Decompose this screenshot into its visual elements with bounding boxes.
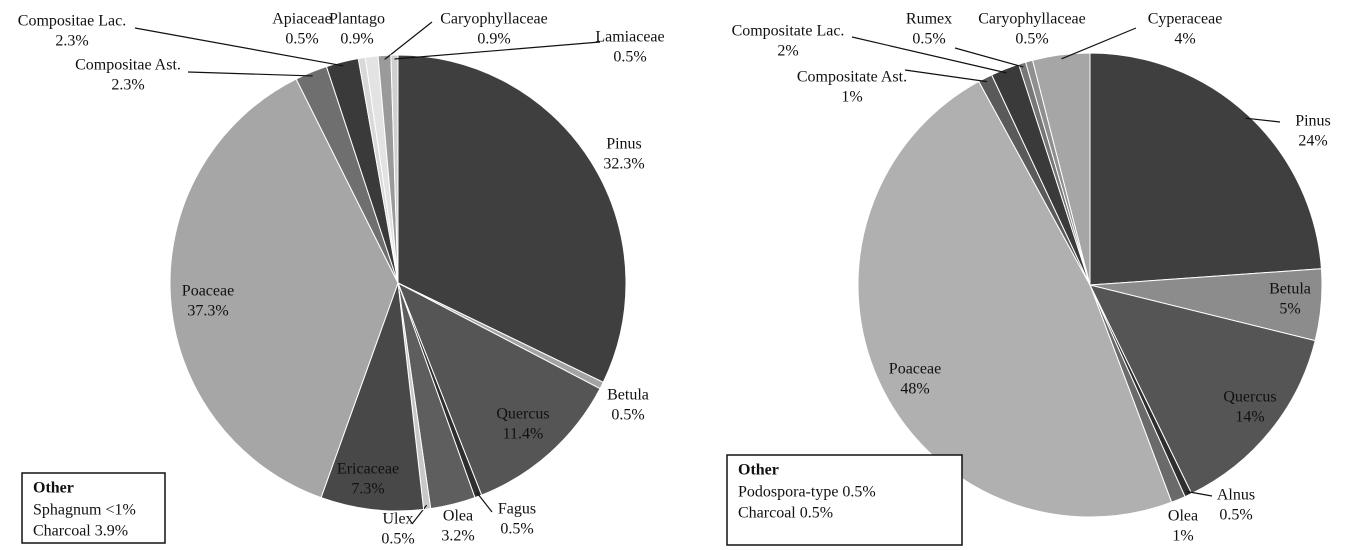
slice-label: Compositate Lac.	[732, 23, 845, 40]
slice-value-label: 11.4%	[503, 426, 544, 443]
slice-value-label: 37.3%	[187, 303, 228, 320]
leader-line	[1245, 117, 1281, 123]
slice-label: Poaceae	[182, 283, 234, 300]
leader-line	[187, 71, 313, 77]
slice-value-label: 3.2%	[441, 528, 474, 545]
slice-value-label: 0.5%	[285, 31, 318, 48]
other-box	[21, 472, 166, 544]
slice-value-label: 0.9%	[340, 31, 373, 48]
slice-label: Pinus	[1295, 113, 1331, 130]
slice-value-label: 0.5%	[613, 49, 646, 66]
leader-line	[904, 69, 988, 83]
leader-line	[134, 27, 344, 67]
slice-value-label: 0.5%	[1015, 31, 1048, 48]
slice-label: Olea	[443, 508, 473, 525]
slice-value-label: 2%	[777, 43, 798, 60]
other-line: Charcoal 0.5%	[738, 505, 833, 522]
pie-slice	[169, 78, 399, 499]
leader-line	[476, 492, 493, 513]
other-line: Sphagnum <1%	[33, 502, 136, 519]
slice-value-label: 0.5%	[500, 521, 533, 538]
slice-value-label: 24%	[1298, 133, 1327, 150]
slice-value-label: 0.5%	[912, 31, 945, 48]
pie-slice	[390, 54, 399, 284]
slice-label: Alnus	[1217, 487, 1255, 504]
slice-label: Ericaceae	[337, 461, 399, 478]
slice-value-label: 2.3%	[111, 77, 144, 94]
slice-label: Compositae Lac.	[18, 13, 126, 30]
leader-line	[1186, 490, 1213, 497]
slice-value-label: 0.5%	[381, 531, 414, 548]
pie-slice	[397, 54, 627, 383]
leader-line	[1061, 27, 1137, 60]
slice-label: Caryophyllaceae	[978, 11, 1086, 28]
slice-value-label: 1%	[1172, 528, 1193, 545]
slice-label: Cyperaceae	[1148, 11, 1223, 28]
slice-value-label: 0.5%	[611, 407, 644, 424]
leader-line	[394, 41, 601, 60]
slice-label: Poaceae	[889, 361, 941, 378]
slice-label: Fagus	[498, 501, 536, 518]
pie-slice	[320, 282, 425, 512]
pie-slice	[1031, 52, 1091, 286]
slice-label: Rumex	[906, 11, 952, 28]
slice-label: Compositate Ast.	[797, 69, 907, 86]
slice-value-label: 7.3%	[351, 481, 384, 498]
slice-value-label: 2.3%	[55, 33, 88, 50]
slice-value-label: 0.5%	[1219, 507, 1252, 524]
pie-slice	[397, 281, 601, 496]
leader-line	[384, 21, 433, 60]
slice-value-label: 32.3%	[603, 156, 644, 173]
other-line: Podospora-type 0.5%	[738, 484, 876, 501]
slice-label: Quercus	[496, 406, 549, 423]
other-line: Charcoal 3.9%	[33, 523, 128, 540]
slice-value-label: 1%	[841, 89, 862, 106]
other-title: Other	[738, 462, 779, 479]
slice-label: Olea	[1168, 508, 1198, 525]
pie-slice	[1089, 52, 1322, 286]
slice-value-label: 4%	[1174, 31, 1195, 48]
slice-value-label: 14%	[1235, 409, 1264, 426]
slice-label: Plantago	[329, 11, 385, 28]
leader-line	[411, 504, 428, 525]
pie-slice	[1089, 284, 1316, 495]
slice-label: Ulex	[382, 511, 413, 528]
other-box	[726, 454, 963, 546]
slice-label: Compositae Ast.	[75, 57, 181, 74]
slice-label: Quercus	[1223, 389, 1276, 406]
slice-value-label: 0.9%	[477, 31, 510, 48]
other-title: Other	[33, 480, 74, 497]
leader-line	[954, 47, 1024, 68]
slice-value-label: 48%	[900, 381, 929, 398]
slice-label: Betula	[607, 387, 649, 404]
slice-label: Pinus	[606, 136, 642, 153]
slice-label: Caryophyllaceae	[440, 11, 548, 28]
slice-label: Apiaceae	[272, 11, 332, 28]
slice-label: Lamiaceae	[595, 29, 664, 46]
slice-label: Betula	[1269, 281, 1311, 298]
slice-value-label: 5%	[1279, 301, 1300, 318]
leader-line	[851, 36, 1007, 74]
pie-slice	[857, 80, 1173, 518]
